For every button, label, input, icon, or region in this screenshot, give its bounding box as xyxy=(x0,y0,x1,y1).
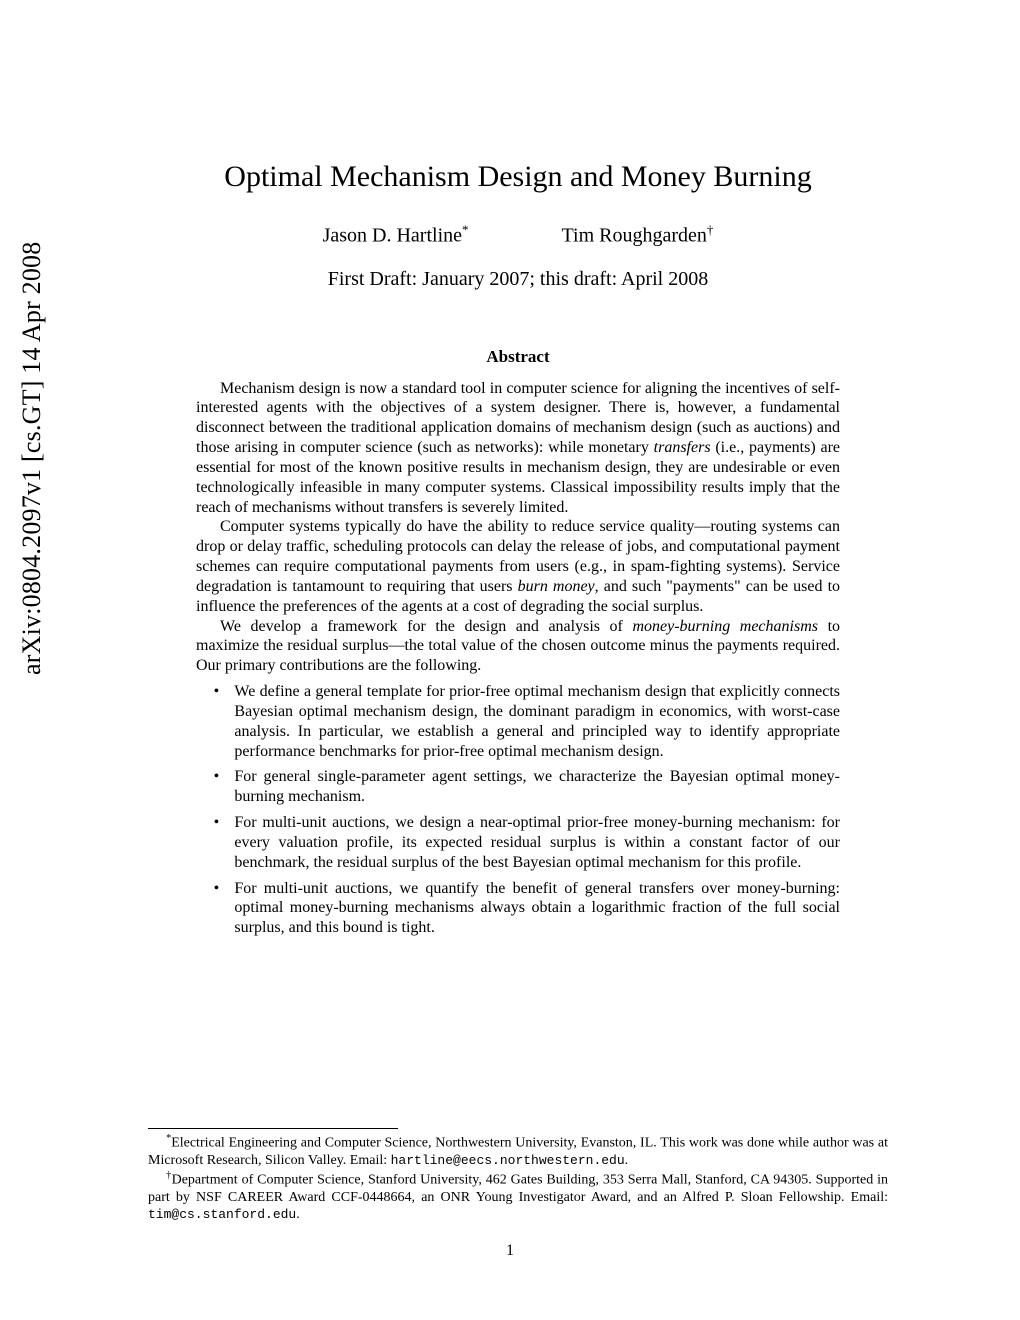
list-item: For general single-parameter agent setti… xyxy=(196,767,840,807)
footnote-1: *Electrical Engineering and Computer Sci… xyxy=(148,1133,888,1170)
paper-content: Optimal Mechanism Design and Money Burni… xyxy=(148,160,888,944)
page-number: 1 xyxy=(0,1242,1020,1260)
authors-line: Jason D. Hartline* Tim Roughgarden† xyxy=(148,222,888,248)
author-2: Tim Roughgarden† xyxy=(562,222,714,248)
footnote-2: †Department of Computer Science, Stanfor… xyxy=(148,1170,888,1224)
abstract-para-1: Mechanism design is now a standard tool … xyxy=(196,379,840,518)
draft-date-line: First Draft: January 2007; this draft: A… xyxy=(148,268,888,291)
author-2-name: Tim Roughgarden xyxy=(562,225,707,247)
arxiv-stamp: arXiv:0804.2097v1 [cs.GT] 14 Apr 2008 xyxy=(17,242,47,675)
abstract-para-2: Computer systems typically do have the a… xyxy=(196,517,840,616)
abstract-heading: Abstract xyxy=(148,347,888,367)
footnotes: *Electrical Engineering and Computer Sci… xyxy=(148,1128,888,1224)
abstract-body: Mechanism design is now a standard tool … xyxy=(196,379,840,938)
author-1: Jason D. Hartline* xyxy=(323,222,469,248)
footnote-1-email: hartline@eecs.northwestern.edu xyxy=(391,1153,625,1168)
list-item: We define a general template for prior-f… xyxy=(196,682,840,761)
footnote-rule xyxy=(148,1128,398,1129)
page-title: Optimal Mechanism Design and Money Burni… xyxy=(148,160,888,194)
list-item: For multi-unit auctions, we quantify the… xyxy=(196,879,840,938)
abstract-para-3: We develop a framework for the design an… xyxy=(196,617,840,676)
footnote-2-email: tim@cs.stanford.edu xyxy=(148,1207,296,1222)
list-item: For multi-unit auctions, we design a nea… xyxy=(196,813,840,872)
author-2-affil-mark: † xyxy=(707,222,714,237)
author-1-affil-mark: * xyxy=(462,222,469,237)
author-1-name: Jason D. Hartline xyxy=(323,225,462,247)
contributions-list: We define a general template for prior-f… xyxy=(196,682,840,938)
